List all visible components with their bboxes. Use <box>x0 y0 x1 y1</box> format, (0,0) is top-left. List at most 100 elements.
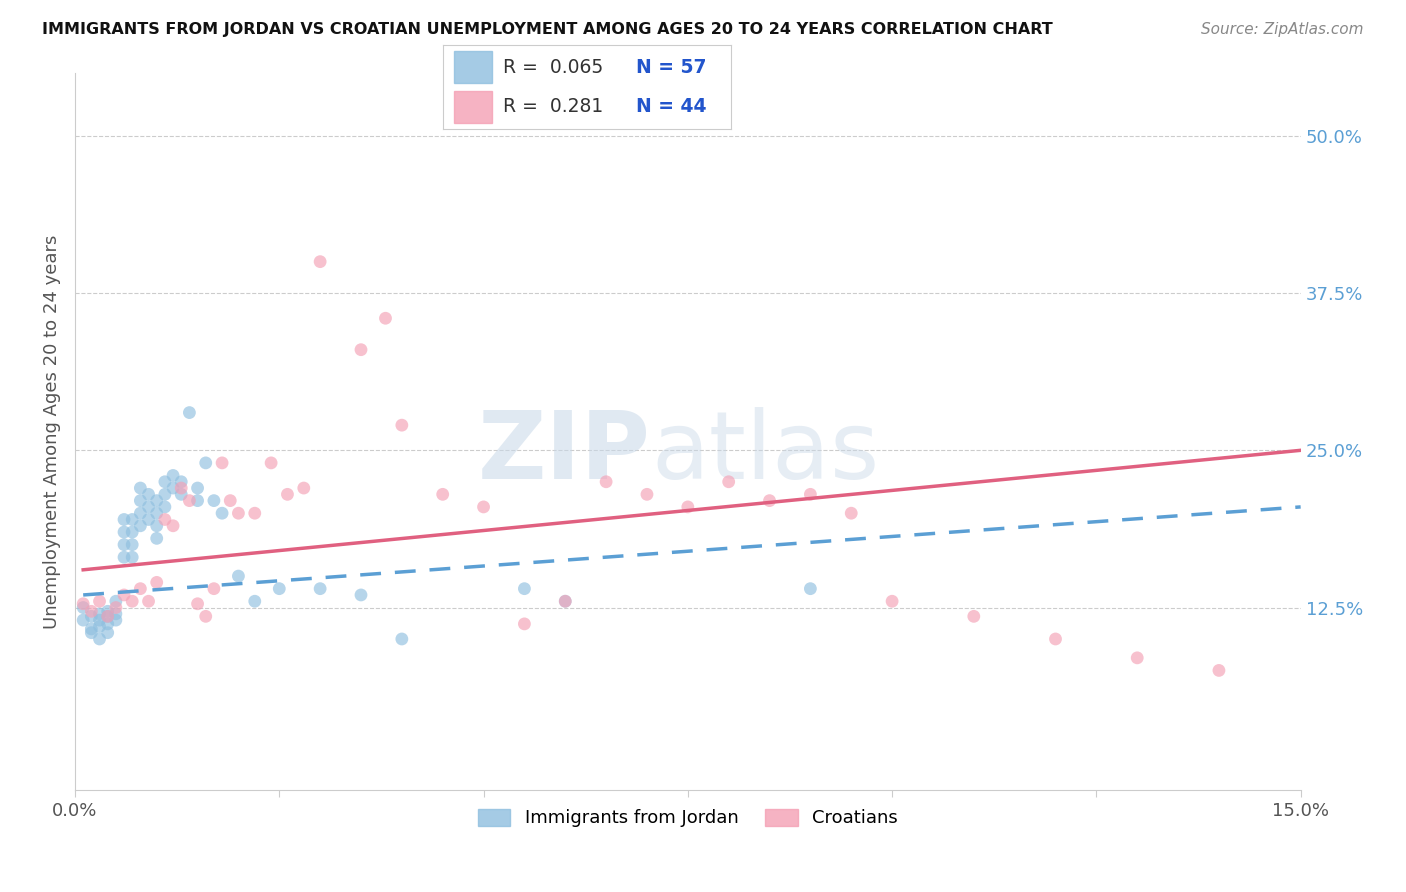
Point <box>211 456 233 470</box>
Point <box>72 613 94 627</box>
Point <box>153 512 176 526</box>
Y-axis label: Unemployment Among Ages 20 to 24 years: Unemployment Among Ages 20 to 24 years <box>44 235 60 629</box>
Point <box>391 632 413 646</box>
Legend: Immigrants from Jordan, Croatians: Immigrants from Jordan, Croatians <box>471 801 905 835</box>
Text: R =  0.065: R = 0.065 <box>503 58 603 77</box>
Point <box>145 518 167 533</box>
Point <box>138 500 160 514</box>
Point <box>432 487 454 501</box>
Point <box>121 524 143 539</box>
Point <box>72 597 94 611</box>
Point <box>243 506 266 520</box>
Point <box>89 619 111 633</box>
Point <box>187 493 209 508</box>
Point <box>202 493 225 508</box>
Point <box>309 582 332 596</box>
Point <box>391 418 413 433</box>
Point <box>162 468 184 483</box>
Point <box>138 487 160 501</box>
Point <box>202 582 225 596</box>
Point <box>129 493 152 508</box>
Point <box>799 582 821 596</box>
Text: Source: ZipAtlas.com: Source: ZipAtlas.com <box>1201 22 1364 37</box>
Point <box>554 594 576 608</box>
Point <box>121 538 143 552</box>
Point <box>472 500 495 514</box>
Point <box>97 625 120 640</box>
Point <box>162 518 184 533</box>
Point <box>513 582 536 596</box>
Bar <box>454 51 492 83</box>
Point <box>194 456 217 470</box>
Point <box>513 616 536 631</box>
Point <box>758 493 780 508</box>
Point <box>104 613 127 627</box>
Point <box>97 609 120 624</box>
Point <box>104 600 127 615</box>
Point <box>1126 650 1149 665</box>
Point <box>97 609 120 624</box>
Point <box>194 609 217 624</box>
Point <box>129 481 152 495</box>
Point <box>170 481 193 495</box>
Point <box>374 311 396 326</box>
Point <box>129 506 152 520</box>
Point <box>121 594 143 608</box>
Point <box>228 506 250 520</box>
Text: R =  0.281: R = 0.281 <box>503 97 603 116</box>
Point <box>145 532 167 546</box>
Point <box>153 475 176 489</box>
Point <box>121 512 143 526</box>
Point <box>350 588 373 602</box>
Point <box>170 475 193 489</box>
Point <box>80 609 103 624</box>
Point <box>292 481 315 495</box>
Point <box>145 493 167 508</box>
Point <box>104 607 127 621</box>
Point <box>269 582 291 596</box>
Point <box>89 613 111 627</box>
Text: ZIP: ZIP <box>478 407 651 499</box>
Point <box>243 594 266 608</box>
Text: atlas: atlas <box>651 407 879 499</box>
Point <box>554 594 576 608</box>
Point <box>145 575 167 590</box>
Point <box>839 506 862 520</box>
Point <box>963 609 986 624</box>
Point <box>187 481 209 495</box>
Point <box>350 343 373 357</box>
Point <box>80 622 103 636</box>
Point <box>138 512 160 526</box>
Point <box>112 550 135 565</box>
Point <box>717 475 740 489</box>
Point <box>260 456 283 470</box>
Point <box>219 493 242 508</box>
Point <box>89 594 111 608</box>
Point <box>676 500 699 514</box>
Text: N = 44: N = 44 <box>636 97 706 116</box>
Point <box>799 487 821 501</box>
Point <box>636 487 658 501</box>
Point <box>276 487 298 501</box>
Point <box>112 512 135 526</box>
Point <box>153 487 176 501</box>
Point <box>89 632 111 646</box>
Point <box>153 500 176 514</box>
Point <box>595 475 617 489</box>
Point <box>1208 664 1230 678</box>
Point <box>112 538 135 552</box>
Point <box>97 616 120 631</box>
Point <box>129 582 152 596</box>
Point <box>112 588 135 602</box>
Point <box>97 604 120 618</box>
Point <box>121 550 143 565</box>
Point <box>309 254 332 268</box>
Point <box>112 524 135 539</box>
Point <box>211 506 233 520</box>
Point <box>129 518 152 533</box>
Point <box>179 493 201 508</box>
Text: N = 57: N = 57 <box>636 58 706 77</box>
Point <box>228 569 250 583</box>
Point <box>72 600 94 615</box>
Point <box>170 487 193 501</box>
